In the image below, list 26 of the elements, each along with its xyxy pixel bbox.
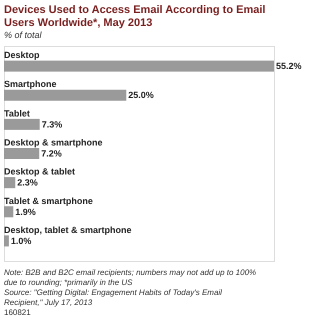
bar xyxy=(4,177,16,188)
y-tick-label: Tablet & smartphone xyxy=(4,196,93,206)
text: Note: B2B and B2C email recipients; numbers may not add up to 100% due to rounding; *primarily in the US xyxy=(4,268,256,287)
data-label: 1.0% xyxy=(10,236,32,246)
bar xyxy=(4,235,9,246)
bar xyxy=(4,118,40,130)
text: 160821 xyxy=(4,308,32,317)
y-tick-label: Desktop & smartphone xyxy=(4,138,103,148)
y-tick-label: Tablet xyxy=(4,108,30,118)
bar xyxy=(4,206,14,218)
data-label: 25.0% xyxy=(128,90,154,100)
data-label: 7.3% xyxy=(42,119,62,130)
bar xyxy=(4,60,274,72)
y-tick-label: Smartphone xyxy=(4,79,57,90)
chart-subtitle: % of total xyxy=(4,30,43,40)
chart-title: Devices Used to Access Email According to Email Users Worldwide*, May 2013 xyxy=(4,4,266,29)
data-label: 7.2% xyxy=(41,148,62,158)
data-label: 55.2% xyxy=(276,61,302,72)
source-note: Source: "Getting Digital: Engagement Habits of Today's Email Recipient," July 17, 2013 xyxy=(4,288,222,307)
y-tick-label: Desktop xyxy=(4,50,40,60)
data-label: 1.9% xyxy=(15,206,36,217)
y-tick-label: Desktop & tablet xyxy=(4,166,76,177)
data-label: 2.3% xyxy=(17,178,38,188)
bar xyxy=(4,148,40,160)
y-tick-label: Desktop, tablet & smartphone xyxy=(4,224,132,235)
bar xyxy=(4,90,126,101)
